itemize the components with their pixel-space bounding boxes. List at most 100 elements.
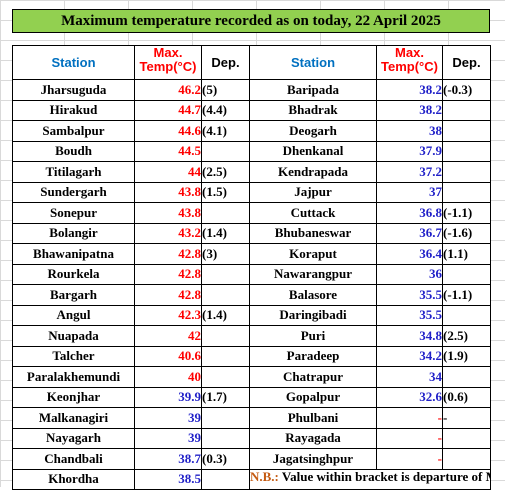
departure-value: (0.6)	[442, 386, 491, 408]
table-row: Nayagarh 39 Rayagada -	[12, 427, 491, 449]
max-temp-value: 39	[134, 407, 202, 429]
station-name: Daringibadi	[249, 304, 377, 326]
max-temp-value: 35.5	[376, 304, 443, 326]
departure-value	[442, 263, 491, 285]
station-name: Chatrapur	[249, 366, 377, 388]
station-name: Balasore	[249, 284, 377, 306]
departure-value: (5)	[201, 79, 250, 101]
max-temp-value: -	[376, 427, 443, 449]
station-name: Bhadrak	[249, 99, 377, 121]
station-name: Rayagada	[249, 427, 377, 449]
station-name: Jagatsinghpur	[249, 448, 377, 470]
station-name: Malkanagiri	[12, 407, 135, 429]
station-name: Nuapada	[12, 325, 135, 347]
departure-value: (2.5)	[201, 161, 250, 183]
departure-value	[442, 140, 491, 162]
departure-value	[442, 366, 491, 388]
station-name: Chandbali	[12, 448, 135, 470]
table-row: Keonjhar 39.9 (1.7) Gopalpur 32.6 (0.6)	[12, 386, 491, 408]
max-temp-value: 44	[134, 161, 202, 183]
departure-value	[201, 345, 250, 367]
max-temp-value: 38.5	[134, 468, 202, 490]
departure-value	[201, 284, 250, 306]
max-temp-value: 39	[134, 427, 202, 449]
station-name: Hirakud	[12, 99, 135, 121]
station-name: Deogarh	[249, 120, 377, 142]
max-temp-value: 36.7	[376, 222, 443, 244]
departure-value: (2.5)	[442, 325, 491, 347]
departure-value: (-0.3)	[442, 79, 491, 101]
temperature-table: Station Max. Temp(°C) Dep. Station Max. …	[12, 45, 491, 490]
departure-value: (1.4)	[201, 222, 250, 244]
departure-value	[442, 161, 491, 183]
note-text: Value within bracket is departure of Max…	[281, 469, 490, 484]
table-row: Nuapada 42 Puri 34.8 (2.5)	[12, 325, 491, 347]
station-name: Khordha	[12, 468, 135, 490]
max-temp-header-line1: Max.	[395, 45, 424, 60]
station-name: Jajpur	[249, 181, 377, 203]
departure-value	[442, 304, 491, 326]
departure-value	[201, 202, 250, 224]
max-temp-value: 40.6	[134, 345, 202, 367]
station-name: Jharsuguda	[12, 79, 135, 101]
max-temp-value: -	[376, 448, 443, 470]
station-name: Koraput	[249, 243, 377, 265]
max-temp-value: 42	[134, 325, 202, 347]
max-temp-value: 36.4	[376, 243, 443, 265]
station-name: Nawarangpur	[249, 263, 377, 285]
max-temp-header-line2: Temp(°C)	[139, 59, 197, 74]
departure-value	[201, 140, 250, 162]
station-name: Angul	[12, 304, 135, 326]
station-name: Paralakhemundi	[12, 366, 135, 388]
station-name: Gopalpur	[249, 386, 377, 408]
max-temp-value: -	[376, 407, 443, 429]
max-temp-value: 34.2	[376, 345, 443, 367]
station-name: Phulbani	[249, 407, 377, 429]
table-row: Rourkela 42.8 Nawarangpur 36	[12, 263, 491, 285]
max-temp-value: 38.7	[134, 448, 202, 470]
departure-value	[442, 99, 491, 121]
max-temp-header-left: Max. Temp(°C)	[134, 45, 202, 80]
station-header-left: Station	[12, 45, 135, 80]
departure-value	[201, 366, 250, 388]
departure-value: -	[442, 407, 491, 429]
max-temp-header-right: Max. Temp(°C)	[376, 45, 443, 80]
table-row: Khordha 38.5 N.B.: Value within bracket is…	[12, 468, 491, 490]
station-name: Sonepur	[12, 202, 135, 224]
departure-value: (1.9)	[442, 345, 491, 367]
max-temp-value: 39.9	[134, 386, 202, 408]
station-name: Baripada	[249, 79, 377, 101]
table-header-row: Station Max. Temp(°C) Dep. Station Max. …	[12, 45, 491, 80]
max-temp-value: 46.2	[134, 79, 202, 101]
departure-value	[201, 427, 250, 449]
departure-value: (-1.6)	[442, 222, 491, 244]
departure-value	[201, 468, 250, 490]
max-temp-value: 36.8	[376, 202, 443, 224]
max-temp-header-line1: Max.	[153, 45, 183, 60]
station-name: Boudh	[12, 140, 135, 162]
departure-value: (4.4)	[201, 99, 250, 121]
max-temp-value: 43.2	[134, 222, 202, 244]
table-row: Boudh 44.5 Dhenkanal 37.9	[12, 140, 491, 162]
table-row: Talcher 40.6 Paradeep 34.2 (1.9)	[12, 345, 491, 367]
station-name: Rourkela	[12, 263, 135, 285]
departure-value	[201, 325, 250, 347]
station-name: Titilagarh	[12, 161, 135, 183]
station-name: Sundergarh	[12, 181, 135, 203]
departure-value: (1.4)	[201, 304, 250, 326]
max-temp-value: 38	[376, 120, 443, 142]
departure-value: (0.3)	[201, 448, 250, 470]
station-name: Keonjhar	[12, 386, 135, 408]
station-name: Bhubaneswar	[249, 222, 377, 244]
table-row: Titilagarh 44 (2.5) Kendrapada 37.2	[12, 161, 491, 183]
max-temp-value: 38.2	[376, 79, 443, 101]
table-row: Sambalpur 44.6 (4.1) Deogarh 38	[12, 120, 491, 142]
table-row: Bargarh 42.8 Balasore 35.5 (-1.1)	[12, 284, 491, 306]
table-row: Bhawanipatna 42.8 (3) Koraput 36.4 (1.1)	[12, 243, 491, 265]
station-name: Kendrapada	[249, 161, 377, 183]
max-temp-value: 42.8	[134, 263, 202, 285]
station-name: Puri	[249, 325, 377, 347]
max-temp-value: 42.8	[134, 243, 202, 265]
departure-value: (1.1)	[442, 243, 491, 265]
station-name: Nayagarh	[12, 427, 135, 449]
